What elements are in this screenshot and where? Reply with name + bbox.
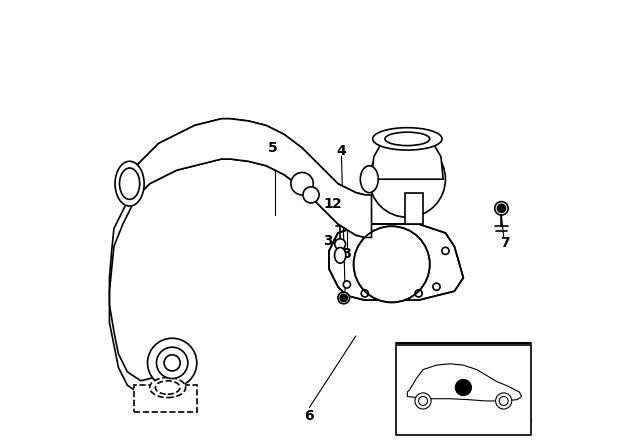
Circle shape (433, 283, 440, 290)
Text: 6: 6 (305, 409, 314, 423)
Text: 8: 8 (341, 247, 351, 262)
Circle shape (338, 292, 349, 304)
Polygon shape (407, 364, 522, 401)
Ellipse shape (372, 128, 442, 150)
Circle shape (303, 187, 319, 203)
Circle shape (497, 204, 506, 212)
Circle shape (442, 247, 449, 254)
Ellipse shape (150, 377, 186, 398)
FancyBboxPatch shape (134, 385, 197, 412)
Text: 00018987: 00018987 (440, 423, 487, 433)
Circle shape (455, 379, 472, 396)
Circle shape (495, 202, 508, 215)
Text: 5: 5 (268, 141, 278, 155)
Ellipse shape (335, 247, 346, 263)
Circle shape (415, 290, 422, 297)
Text: 1: 1 (323, 197, 333, 211)
Text: 2: 2 (332, 197, 342, 211)
Circle shape (419, 396, 428, 405)
FancyBboxPatch shape (396, 345, 531, 435)
PathPatch shape (132, 119, 371, 237)
Circle shape (343, 281, 351, 288)
Polygon shape (329, 224, 463, 300)
Ellipse shape (115, 161, 144, 206)
Ellipse shape (120, 168, 140, 199)
Circle shape (148, 338, 197, 388)
Circle shape (495, 393, 512, 409)
Text: 3: 3 (323, 234, 333, 248)
Circle shape (369, 141, 445, 217)
Circle shape (157, 347, 188, 379)
FancyBboxPatch shape (405, 193, 423, 224)
Polygon shape (371, 137, 443, 179)
Circle shape (291, 172, 314, 195)
Circle shape (361, 290, 369, 297)
Text: 7: 7 (500, 236, 509, 250)
Circle shape (353, 226, 430, 302)
Ellipse shape (385, 132, 430, 146)
Ellipse shape (360, 166, 378, 193)
Circle shape (415, 393, 431, 409)
Circle shape (340, 294, 348, 302)
Circle shape (499, 396, 508, 405)
Text: 4: 4 (336, 143, 346, 158)
Circle shape (164, 355, 180, 371)
Circle shape (335, 239, 346, 250)
Ellipse shape (156, 381, 180, 394)
